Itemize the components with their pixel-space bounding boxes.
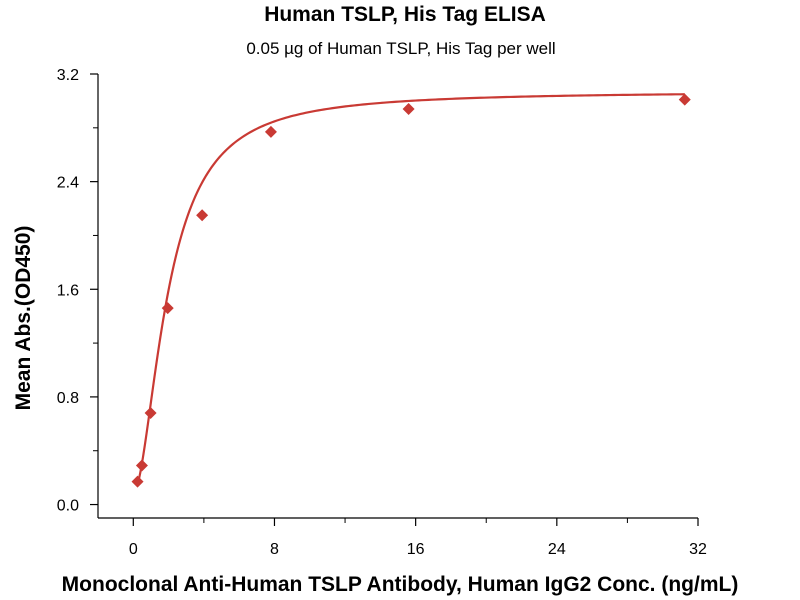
- data-point: [678, 93, 691, 106]
- data-point: [161, 302, 174, 315]
- data-point: [264, 125, 277, 138]
- x-tick-label: 0: [129, 541, 138, 558]
- chart-subtitle: 0.05 µg of Human TSLP, His Tag per well: [246, 39, 555, 58]
- y-tick-label: 1.6: [57, 282, 79, 299]
- chart-title: Human TSLP, His Tag ELISA: [264, 3, 546, 26]
- x-tick-label: 24: [548, 541, 566, 558]
- data-point: [135, 459, 148, 472]
- y-tick-label: 3.2: [57, 67, 79, 84]
- y-tick-label: 2.4: [57, 175, 79, 192]
- axes: [97, 74, 698, 519]
- ticks: 0 8 16 24 32 0.0 0.8 1.6 2.4 3.2: [57, 67, 707, 558]
- data-point: [144, 407, 157, 420]
- data-point: [196, 209, 209, 222]
- data-point: [402, 102, 415, 115]
- fit-curve-layer: [136, 93, 685, 486]
- x-tick-label: 8: [270, 541, 279, 558]
- fit-curve: [136, 93, 685, 486]
- points-layer: [131, 93, 691, 488]
- data-point: [131, 475, 144, 488]
- y-tick-label: 0.8: [57, 390, 79, 407]
- x-axis-title: Monoclonal Anti-Human TSLP Antibody, Hum…: [62, 573, 739, 596]
- y-tick-label: 0.0: [57, 498, 79, 515]
- x-tick-label: 16: [407, 541, 425, 558]
- x-tick-label: 32: [689, 541, 707, 558]
- y-axis-title: Mean Abs.(OD450): [12, 226, 35, 411]
